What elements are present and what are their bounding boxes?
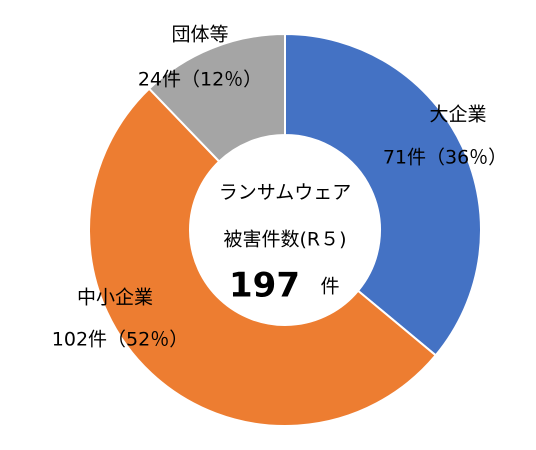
value-label: 24件（12％）: [138, 69, 262, 91]
donut-slice: [147, 32, 286, 163]
center-unit: 件: [320, 276, 339, 298]
category-label: 団体等: [171, 24, 228, 46]
value-label: 71件（36％）: [383, 147, 507, 169]
center-value: 197: [229, 266, 300, 306]
donut-slice: [88, 87, 438, 427]
category-label: 大企業: [429, 104, 486, 126]
category-label: 中小企業: [77, 287, 153, 309]
center-label: 被害件数(R５): [223, 229, 346, 251]
center-label: ランサムウェア: [219, 182, 352, 204]
value-label: 102件（52％）: [52, 329, 188, 351]
donut-slice: [284, 32, 482, 357]
